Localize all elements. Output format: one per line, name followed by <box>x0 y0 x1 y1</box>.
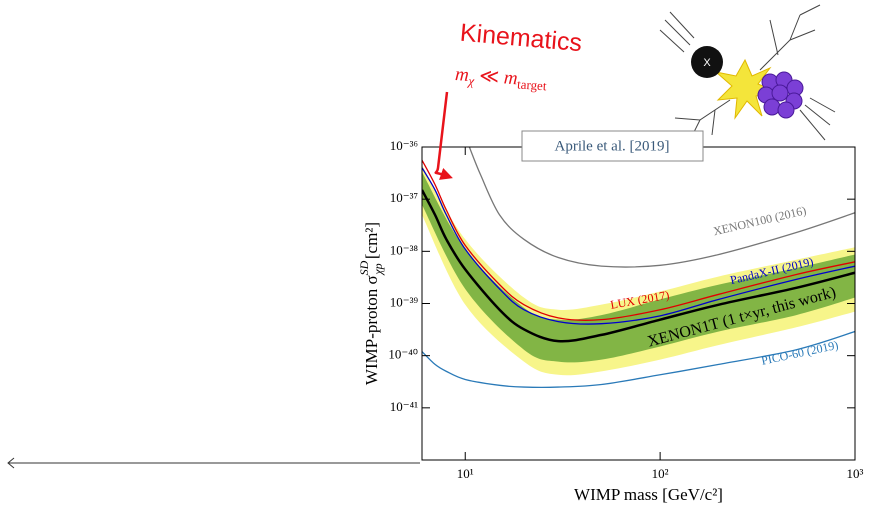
y-axis-label-part: χp <box>371 263 385 275</box>
y-axis-label-part: WIMP-proton σ <box>362 275 381 385</box>
y-axis-label-part: [cm²] <box>362 222 381 263</box>
series-line <box>422 189 855 343</box>
series-line <box>422 330 855 388</box>
series-line <box>422 159 855 322</box>
x-tick-label: 10² <box>652 466 669 481</box>
x-tick-label: 10³ <box>847 466 864 481</box>
particle-label: X <box>703 57 711 69</box>
illustration: X <box>659 4 836 141</box>
y-tick-label: 10⁻⁴⁰ <box>388 347 418 362</box>
citation-text: Aprile et al. [2019] <box>555 138 670 154</box>
series-line <box>422 167 855 325</box>
y-tick-label: 10⁻³⁸ <box>390 242 419 257</box>
back-button[interactable] <box>7 457 420 469</box>
annotation-formula: mχ ≪ mtarget <box>454 64 548 93</box>
series-label: PICO-60 (2019) <box>760 338 840 368</box>
citation: Aprile et al. [2019] <box>521 130 704 162</box>
x-tick-label: 10¹ <box>457 466 474 481</box>
annotation-title: Kinematics <box>459 19 583 58</box>
plot-area <box>422 147 855 388</box>
y-tick-label: 10⁻⁴¹ <box>390 399 418 414</box>
band <box>422 172 855 363</box>
series-line <box>468 147 855 268</box>
y-axis-label-part: SD <box>357 260 371 275</box>
x-axis-label: WIMP mass [GeV/c²] <box>574 485 723 504</box>
y-axis-label: WIMP-proton σSDχp [cm²] <box>357 222 385 385</box>
y-tick-label: 10⁻³⁷ <box>390 190 418 205</box>
y-tick-label: 10⁻³⁶ <box>390 138 418 153</box>
y-tick-label: 10⁻³⁹ <box>390 294 419 309</box>
